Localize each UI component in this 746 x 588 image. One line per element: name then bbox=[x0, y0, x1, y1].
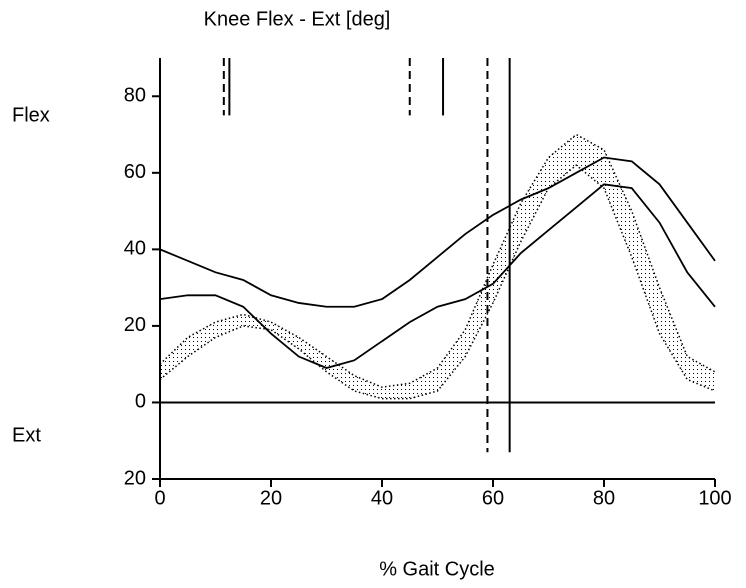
x-tick-label: 100 bbox=[698, 487, 731, 509]
x-axis-label: % Gait Cycle bbox=[379, 558, 495, 580]
series-line bbox=[159, 164, 716, 400]
x-tick-label: 80 bbox=[593, 487, 615, 509]
series-line bbox=[159, 133, 716, 388]
y-tick-label: 80 bbox=[124, 85, 146, 107]
x-tick-label: 20 bbox=[260, 487, 282, 509]
y-tick-label: 60 bbox=[124, 161, 146, 183]
y-tick-label: 20 bbox=[124, 467, 146, 489]
normal-band bbox=[160, 134, 715, 399]
x-tick-label: 40 bbox=[371, 487, 393, 509]
y-tick-label: 40 bbox=[124, 238, 146, 260]
x-tick-label: 60 bbox=[482, 487, 504, 509]
y-tick-label: 0 bbox=[135, 391, 146, 413]
series-line bbox=[159, 183, 716, 369]
chart-title: Knee Flex - Ext [deg] bbox=[204, 8, 391, 30]
annotation: Flex bbox=[12, 104, 50, 126]
y-tick-label: 20 bbox=[124, 314, 146, 336]
x-tick-label: 0 bbox=[154, 487, 165, 509]
annotation: Ext bbox=[12, 424, 41, 446]
series-line bbox=[159, 156, 716, 308]
